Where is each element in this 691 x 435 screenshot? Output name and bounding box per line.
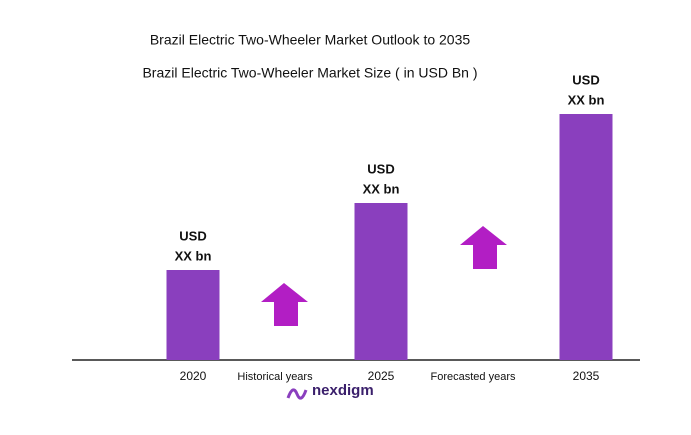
logo-icon (286, 388, 308, 400)
bar-label: USD (179, 228, 206, 243)
bar-label: XX bn (568, 92, 605, 107)
annotation: Historical years (237, 371, 313, 383)
bar (559, 114, 613, 360)
chart-title: Brazil Electric Two-Wheeler Market Outlo… (150, 32, 471, 48)
bar (354, 203, 408, 360)
bar-label: USD (572, 72, 599, 87)
bar-label: XX bn (363, 181, 400, 196)
logo: nexdigm (312, 382, 374, 399)
arrow (261, 283, 308, 326)
x-tick-label: 2035 (573, 369, 600, 383)
x-tick-label: 2025 (368, 369, 395, 383)
annotation: Forecasted years (431, 371, 516, 383)
bar-label: XX bn (175, 248, 212, 263)
bar-label: USD (367, 161, 394, 176)
x-tick-label: 2020 (180, 369, 207, 383)
bar (166, 270, 220, 360)
chart-subtitle: Brazil Electric Two-Wheeler Market Size … (142, 65, 477, 81)
arrow (460, 226, 507, 269)
